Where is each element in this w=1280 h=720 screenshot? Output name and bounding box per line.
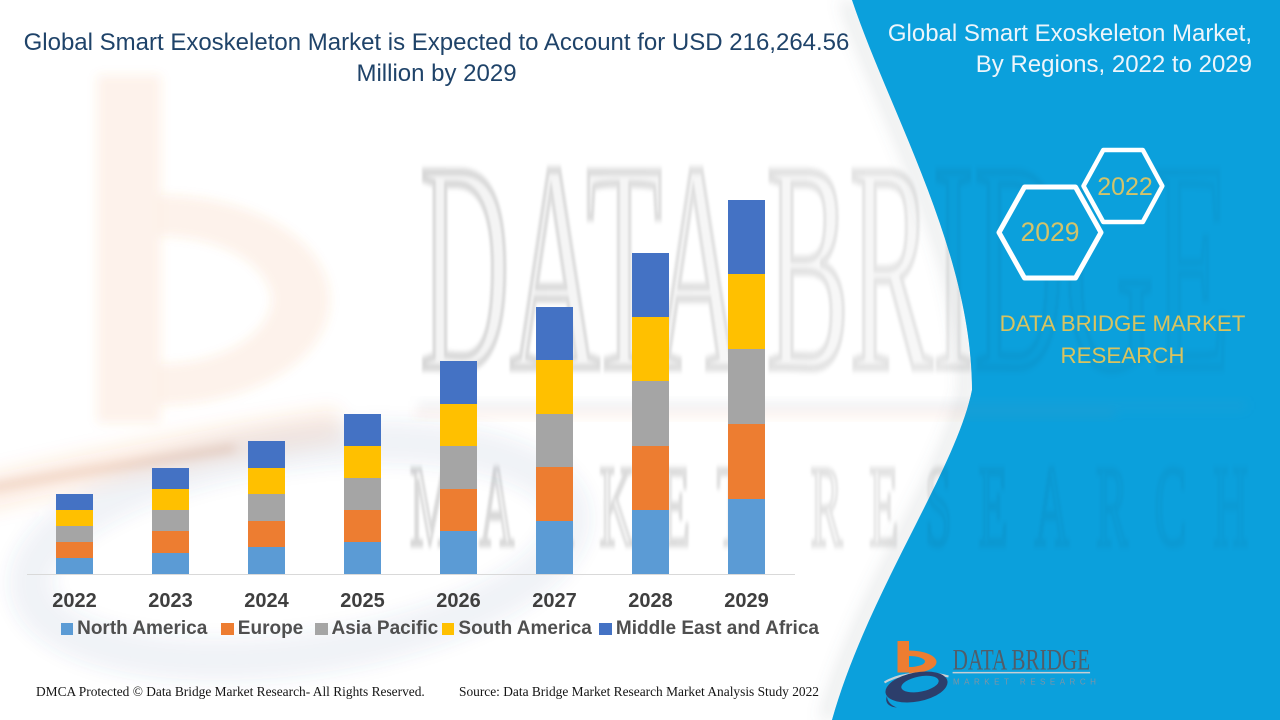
svg-text:2029: 2029 bbox=[1021, 217, 1080, 247]
svg-text:MARKET RESEARCH: MARKET RESEARCH bbox=[953, 678, 1100, 687]
svg-text:2022: 2022 bbox=[1097, 173, 1153, 201]
svg-text:DATA BRIDGE: DATA BRIDGE bbox=[953, 643, 1090, 677]
